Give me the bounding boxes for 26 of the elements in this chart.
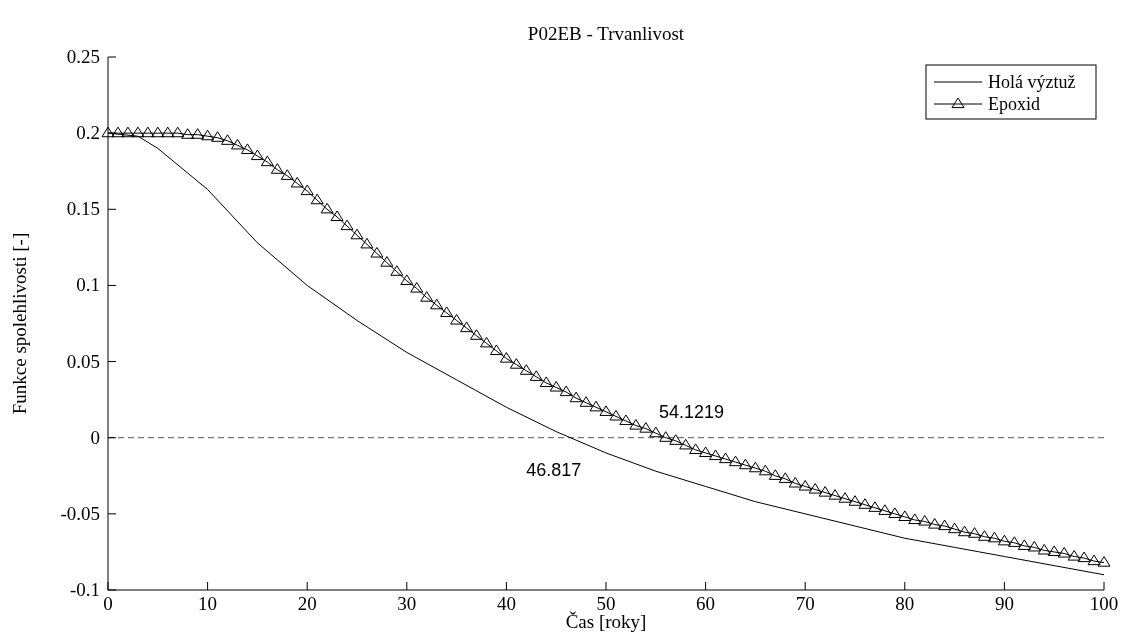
y-tick-label: 0.15 — [66, 198, 100, 220]
legend-label: Holá výztuž — [988, 72, 1076, 92]
x-tick-label: 100 — [1089, 593, 1119, 614]
y-tick-label: 0.2 — [76, 122, 100, 144]
y-tick-label: 0 — [90, 426, 100, 448]
x-tick-label: 40 — [496, 593, 516, 614]
chart-title: P02EB - Trvanlivost — [527, 23, 685, 44]
x-tick-label: 20 — [297, 593, 317, 614]
x-tick-label: 70 — [795, 593, 815, 614]
x-tick-label: 0 — [103, 593, 113, 614]
x-tick-label: 90 — [994, 593, 1014, 614]
x-tick-label: 30 — [397, 593, 417, 614]
x-tick-label: 50 — [596, 593, 616, 614]
y-tick-label: -0.05 — [60, 502, 100, 524]
y-tick-label: 0.1 — [76, 274, 100, 296]
y-tick-label: 0.05 — [66, 350, 100, 372]
annotation: 46.817 — [526, 459, 582, 480]
y-tick-label: 0.25 — [66, 46, 100, 67]
y-axis-title: Funkce spolehlivosti [-] — [9, 232, 30, 415]
annotation: 54.1219 — [659, 401, 725, 422]
legend-label: Epoxid — [988, 94, 1040, 114]
x-tick-label: 80 — [895, 593, 915, 614]
x-tick-label: 10 — [198, 593, 218, 614]
x-tick-label: 60 — [696, 593, 716, 614]
x-axis-title: Čas [roky] — [565, 611, 647, 632]
y-tick-label: -0.1 — [69, 579, 100, 600]
